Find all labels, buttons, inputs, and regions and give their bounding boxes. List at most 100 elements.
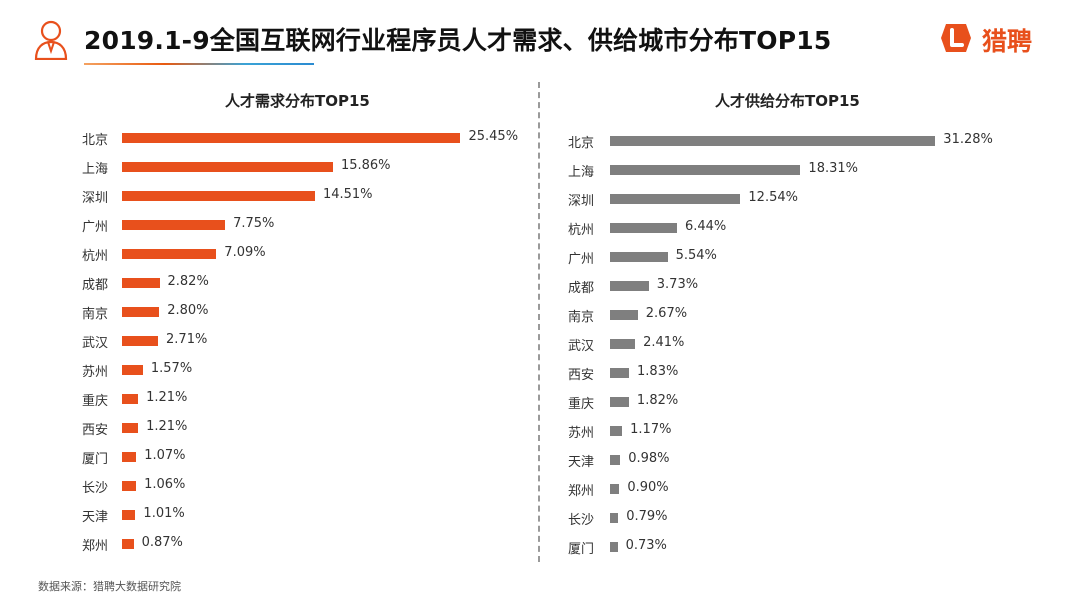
bar-category-label: 北京 [82,133,109,148]
bar-value-label: 18.31% [808,161,858,176]
bar-value-label: 2.80% [167,303,209,318]
bar-category-label: 苏州 [82,365,109,380]
bar-category-label: 上海 [82,162,109,177]
bar [610,194,741,204]
bar-row: 北京 25.45% [82,128,522,148]
chart-divider [538,82,540,562]
bar-row: 广州 5.54% [568,247,1048,267]
bar-category-label: 重庆 [82,394,109,409]
bar-value-label: 0.98% [628,451,670,466]
bar-value-label: 2.41% [643,335,685,350]
bar [122,481,137,491]
bar-value-label: 1.07% [144,448,186,463]
supply-chart-title: 人才供给分布TOP15 [715,92,860,110]
bar-category-label: 天津 [82,510,109,525]
bar-category-label: 西安 [568,368,595,383]
liepin-logo-icon [941,24,971,52]
bar [122,510,136,520]
bar-row: 天津 1.01% [82,505,522,525]
bar-row: 成都 3.73% [568,276,1048,296]
bar-row: 厦门 1.07% [82,447,522,467]
bar-row: 天津 0.98% [568,450,1048,470]
bar-value-label: 5.54% [675,248,717,263]
bar-category-label: 杭州 [568,223,595,238]
bar-value-label: 1.21% [146,419,188,434]
bar [610,426,623,436]
bar [122,539,134,549]
bar-category-label: 南京 [568,310,595,325]
bar [122,336,159,346]
bar-value-label: 2.67% [645,306,688,321]
bar [122,278,160,288]
bar-category-label: 广州 [568,252,595,267]
bar [610,136,936,146]
bar-row: 杭州 7.09% [82,244,522,264]
bar-row: 西安 1.21% [82,418,522,438]
person-icon [34,20,68,60]
bar [122,365,143,375]
bar-category-label: 郑州 [568,484,595,499]
bar-row: 重庆 1.21% [82,389,522,409]
bar-value-label: 6.44% [684,219,727,234]
bar [610,397,629,407]
bar-value-label: 2.71% [166,332,208,347]
bar [122,307,160,317]
bar [122,249,217,259]
bar-value-label: 31.28% [943,132,993,147]
page-title: 2019.1-9全国互联网行业程序员人才需求、供给城市分布TOP15 [84,26,832,55]
bar [122,191,315,201]
bar-value-label: 14.51% [322,187,373,202]
bar-category-label: 厦门 [568,542,595,557]
bar-value-label: 1.17% [630,422,672,437]
bar-category-label: 成都 [82,278,109,293]
bar [610,484,620,494]
bar-value-label: 3.73% [656,277,699,292]
bar [610,339,636,349]
bar-row: 上海 15.86% [82,157,522,177]
bar-row: 杭州 6.44% [568,218,1048,238]
bar-value-label: 1.21% [146,390,188,405]
bar-category-label: 武汉 [568,339,595,354]
bar-category-label: 长沙 [568,513,595,528]
bar-category-label: 厦门 [82,452,109,467]
bar [610,310,638,320]
bar [610,513,619,523]
bar-category-label: 北京 [568,136,595,151]
bar-row: 重庆 1.82% [568,392,1048,412]
bar-value-label: 15.86% [340,158,391,173]
bar-row: 长沙 0.79% [568,508,1048,528]
bar-row: 北京 31.28% [568,131,1048,151]
bar-row: 深圳 14.51% [82,186,522,206]
bar-category-label: 成都 [568,281,595,296]
bar-category-label: 广州 [82,220,109,235]
bar-category-label: 南京 [82,307,109,322]
bar-row: 苏州 1.57% [82,360,522,380]
bar-category-label: 天津 [568,455,595,470]
bar-category-label: 深圳 [82,191,109,206]
bar-value-label: 1.82% [636,393,679,408]
demand-chart-title: 人才需求分布TOP15 [225,92,370,110]
bar-row: 厦门 0.73% [568,537,1048,557]
bar-value-label: 1.01% [143,506,185,521]
bar-value-label: 25.45% [468,129,519,144]
bar-value-label: 7.09% [224,245,266,260]
bar [610,542,618,552]
data-source-note: 数据来源：猎聘大数据研究院 [38,580,181,593]
bar-value-label: 0.90% [627,480,669,495]
bar-value-label: 1.57% [150,361,193,376]
bar-category-label: 深圳 [568,194,595,209]
bar-category-label: 上海 [568,165,595,180]
bar-row: 广州 7.75% [82,215,522,235]
supply-chart: 人才供给分布TOP15 北京 31.28% 上海 18.31% 深圳 12.54% 杭州 6.… [545,80,1080,570]
bar-row: 南京 2.67% [568,305,1048,325]
bar-category-label: 西安 [82,423,109,438]
bar-row: 上海 18.31% [568,160,1048,180]
bar-row: 郑州 0.90% [568,479,1048,499]
bar-category-label: 重庆 [568,397,595,412]
brand-name: 猎聘 [982,27,1033,56]
bar-row: 西安 1.83% [568,363,1048,383]
bar [610,455,621,465]
bar [610,281,649,291]
bar-row: 深圳 12.54% [568,189,1048,209]
bar-row: 郑州 0.87% [82,534,522,554]
